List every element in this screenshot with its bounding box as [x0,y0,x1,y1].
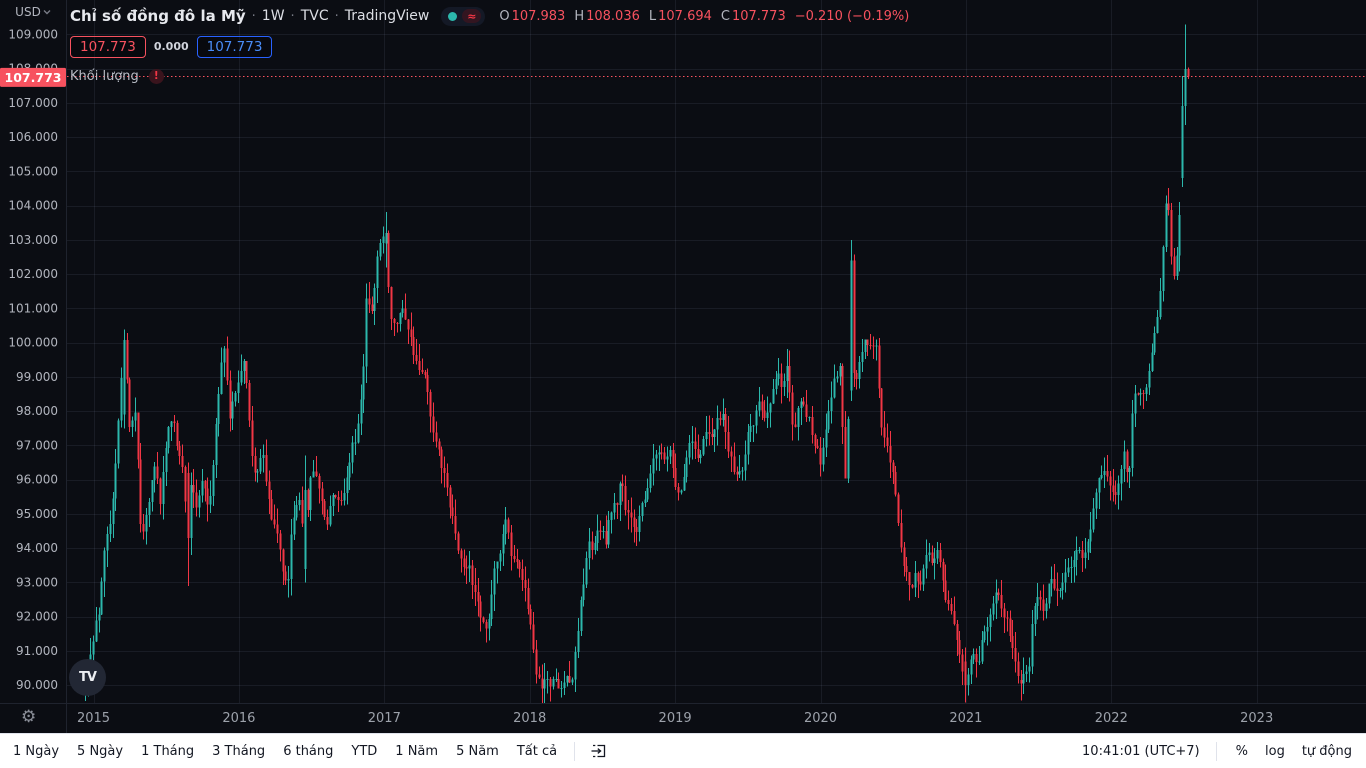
range-button-tất-cả[interactable]: Tất cả [516,743,558,759]
separator-dot: · [290,8,295,24]
range-button-ytd[interactable]: YTD [351,743,378,759]
price-tick: 90.000 [16,678,58,692]
year-labels: 2015 2016 2017 2018 2019 2020 2021 2022 2023 [77,711,1273,726]
price-tick: 97.000 [16,438,58,452]
separator-dot: · [334,8,339,24]
open-label: O [499,8,510,24]
tradingview-logo[interactable]: TV [69,659,106,696]
year-tick: 2023 [1240,711,1273,726]
year-tick: 2015 [77,711,110,726]
price-tick: 95.000 [16,507,58,521]
svg-text:107.773: 107.773 [5,70,62,85]
year-tick: 2020 [804,711,837,726]
range-button-5-ngày[interactable]: 5 Ngày [77,743,124,759]
year-tick: 2018 [513,711,546,726]
high-label: H [574,8,585,24]
clock-label[interactable]: 10:41:01 (UTC+7) [1082,743,1200,759]
low-value: 107.694 [658,8,712,24]
price-tick: 99.000 [16,370,58,384]
log-scale-button[interactable]: log [1265,743,1285,759]
toolbar-divider [1215,741,1217,761]
auto-scale-button[interactable]: tự động [1301,743,1352,759]
year-tick: 2021 [949,711,982,726]
price-tick: 94.000 [16,541,58,555]
bottom-toolbar: 1 Ngày 5 Ngày 1 Tháng 3 Tháng 6 tháng YTD 1 Nă… [0,733,1366,768]
price-tick: 92.000 [16,610,58,624]
range-button-5-năm[interactable]: 5 Năm [456,743,499,759]
exchange-label[interactable]: TVC [300,8,329,24]
separator-dot: · [251,8,256,24]
toolbar-divider [574,741,576,761]
volume-indicator-label[interactable]: Khối lượng [70,68,139,84]
range-button-1-ngày[interactable]: 1 Ngày [13,743,60,759]
chart-legend: Chỉ số đồng đô la Mỹ · 1W · TVC · Tradin… [70,6,909,85]
range-button-1-năm[interactable]: 1 Năm [395,743,439,759]
grid-lines [67,0,1366,703]
market-status-pill[interactable]: ≈ [441,6,486,26]
open-value: 107.983 [511,8,566,24]
price-tick: 103.000 [8,233,58,247]
candlestick-series [84,24,1190,705]
year-tick: 2017 [368,711,401,726]
sell-button[interactable]: 107.773 [70,35,146,58]
last-price-tag: 107.773 [0,67,66,87]
percent-scale-button[interactable]: % [1235,743,1248,759]
candlestick-chart-pane[interactable]: 90.000 91.000 92.000 93.000 94.000 95.000 96.0… [0,0,1366,733]
indicator-warning-icon[interactable]: ! [148,68,164,84]
go-to-date-button[interactable] [583,739,615,763]
go-to-date-icon [591,744,606,758]
high-value: 108.036 [586,8,640,24]
close-value: 107.773 [731,8,786,24]
range-button-6-tháng[interactable]: 6 tháng [283,743,334,759]
price-tick: 106.000 [8,130,58,144]
chevron-down-icon [43,10,51,15]
price-tick: 91.000 [16,644,58,658]
approx-data-icon: ≈ [462,9,482,23]
symbol-title[interactable]: Chỉ số đồng đô la Mỹ [70,7,246,25]
price-tick: 109.000 [8,27,58,41]
gear-icon[interactable]: ⚙ [21,707,37,727]
low-label: L [648,8,657,24]
price-tick: 104.000 [8,199,58,213]
price-tick: 101.000 [8,301,58,315]
price-tick: 98.000 [16,404,58,418]
tradingview-logo-glyph: TV [79,670,97,685]
scale-controls: 10:41:01 (UTC+7) % log tự động [1082,741,1366,761]
currency-label: USD [15,5,41,19]
provider-label[interactable]: TradingView [344,8,430,24]
buy-button[interactable]: 107.773 [196,35,273,58]
year-tick: 2022 [1095,711,1128,726]
time-scale[interactable] [0,704,1366,733]
ohlc-readout: O 107.983 H 108.036 L 107.694 C 107.773 −0.2… [499,9,909,24]
range-selector: 1 Ngày 5 Ngày 1 Tháng 3 Tháng 6 tháng YTD 1 Nă… [0,739,615,763]
change-value: −0.210 (−0.19%) [794,8,910,24]
range-button-1-tháng[interactable]: 1 Tháng [141,743,195,759]
interval-label[interactable]: 1W [261,8,285,24]
year-tick: 2019 [659,711,692,726]
price-tick: 105.000 [8,164,58,178]
price-scale[interactable] [0,0,66,703]
price-tick: 102.000 [8,267,58,281]
price-scale-currency-dropdown[interactable]: USD [0,5,66,19]
close-label: C [720,8,730,24]
price-tick: 107.000 [8,96,58,110]
year-tick: 2016 [222,711,255,726]
spread-value: 0.000 [153,40,189,53]
range-button-3-tháng[interactable]: 3 Tháng [212,743,266,759]
price-tick: 93.000 [16,575,58,589]
price-tick: 100.000 [8,336,58,350]
price-tick: 96.000 [16,473,58,487]
market-open-dot-icon [448,11,458,21]
